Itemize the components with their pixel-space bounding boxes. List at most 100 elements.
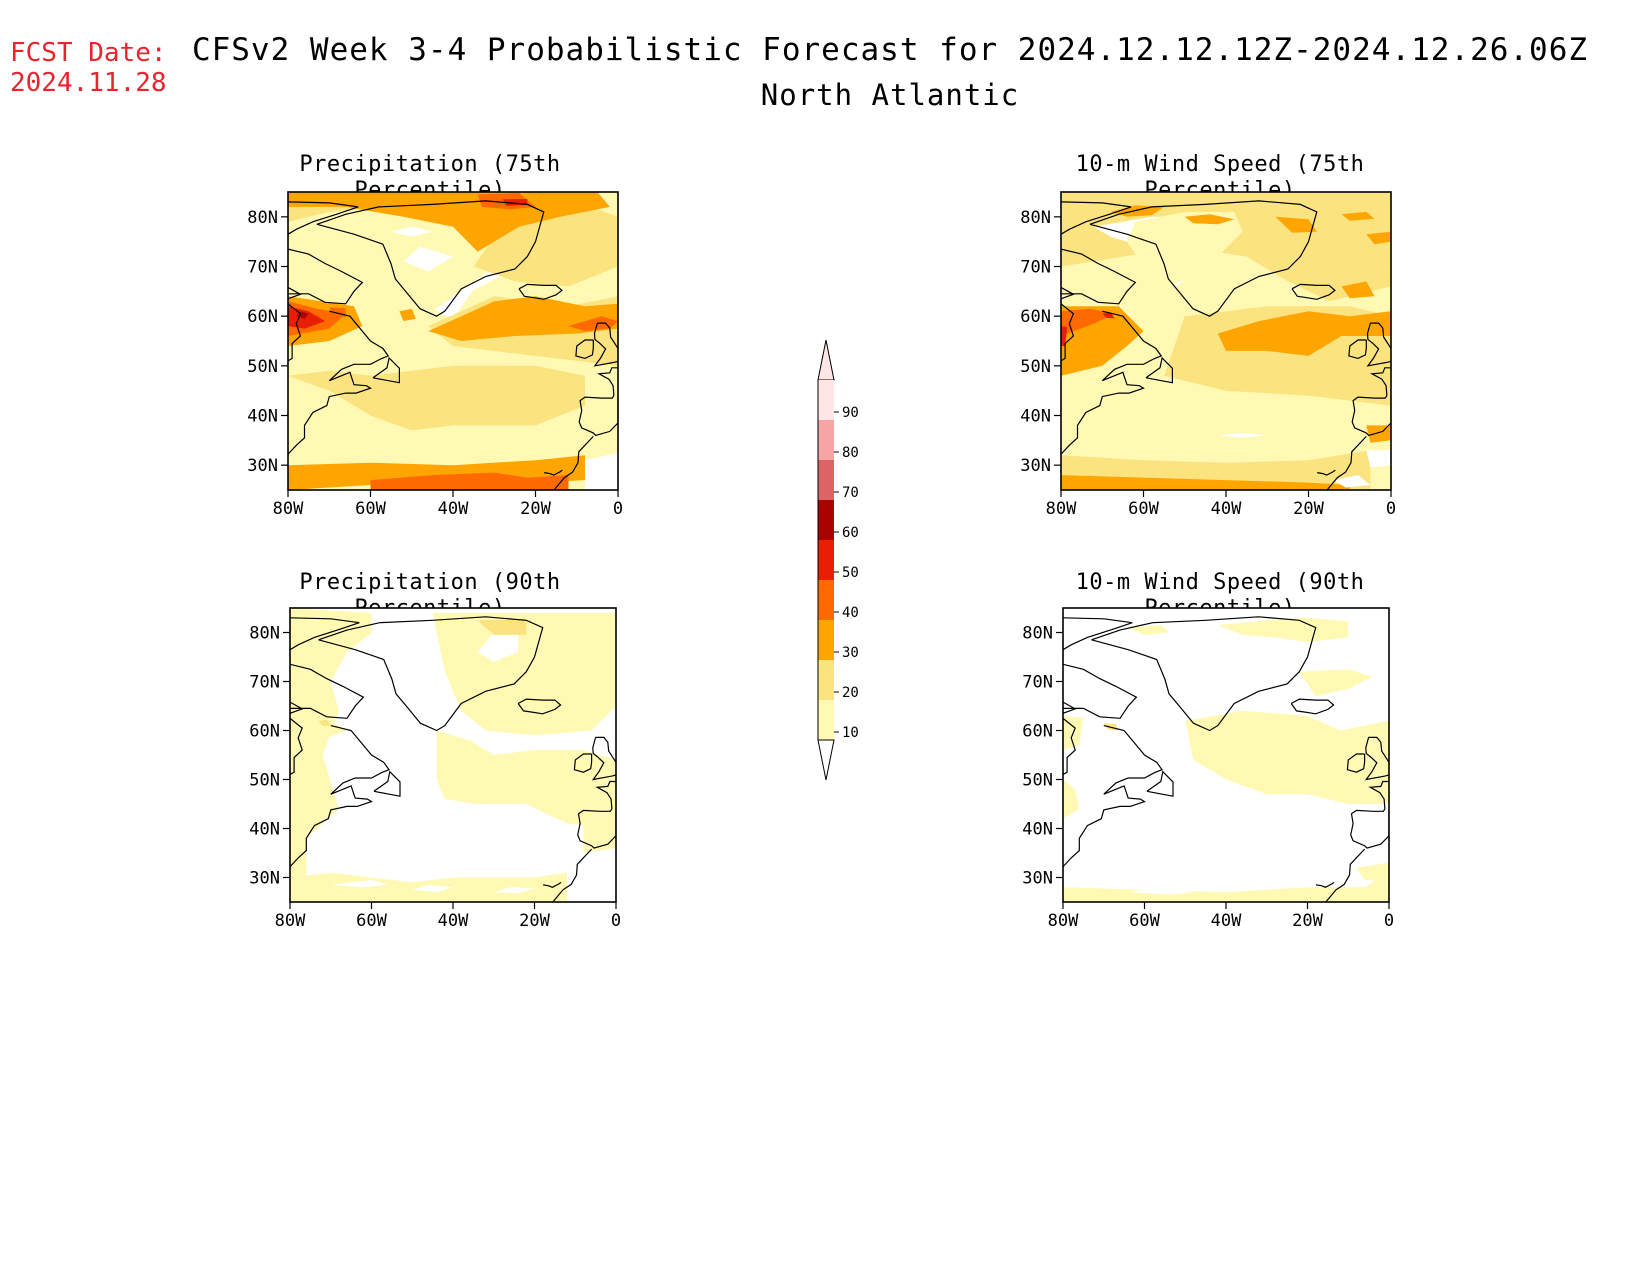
north-america-east-coastline: [1063, 725, 1163, 868]
lat-tick-label: 60N: [247, 307, 278, 327]
britain-coastline: [1366, 322, 1391, 367]
map-shading-layer: [290, 608, 616, 902]
iberia-coastline: [578, 395, 618, 437]
lat-tick-label: 80N: [1020, 208, 1051, 228]
southampton-island-coastline: [288, 286, 302, 300]
colorbar-tick-label: 20: [842, 685, 859, 701]
probability-contour-area: [1128, 625, 1169, 635]
probability-contour-area: [1128, 887, 1194, 895]
map-shading-layer: [1061, 192, 1391, 490]
lon-tick-label: 0: [613, 499, 623, 519]
greenland-coastline: [316, 200, 545, 317]
lat-tick-label: 40N: [249, 820, 280, 840]
lon-tick-label: 80W: [1046, 499, 1077, 519]
region-subtitle: North Atlantic: [760, 78, 1020, 112]
probability-contour-area: [412, 884, 453, 893]
probability-contour-area: [1217, 432, 1268, 438]
lon-tick-label: 80W: [273, 499, 304, 519]
lat-tick-label: 80N: [247, 208, 278, 228]
fcst-date-label: FCST Date:: [10, 38, 167, 68]
ellesmere-island-coastline: [1063, 617, 1133, 651]
iberia-coastline: [577, 808, 616, 849]
lat-tick-label: 60N: [249, 722, 280, 742]
iberia-coastline: [1351, 395, 1391, 437]
panel-title-precip-75: Precipitation (75th Percentile): [299, 152, 561, 203]
ireland-coastline: [575, 339, 594, 360]
britain-coastline: [591, 736, 616, 781]
probability-contour-area: [1110, 205, 1165, 217]
probability-contour-area: [1185, 710, 1389, 804]
probability-contour-area: [1143, 405, 1350, 443]
lat-tick-label: 50N: [247, 357, 278, 377]
lat-tick-label: 60N: [1020, 307, 1051, 327]
colorbar-segment: [818, 420, 834, 460]
france-coastline: [596, 367, 618, 396]
lat-tick-label: 70N: [249, 673, 280, 693]
southampton-island-coastline: [1061, 286, 1075, 300]
hudson-bay-coastline: [290, 717, 303, 776]
probability-contour-area: [568, 316, 618, 332]
baffin-island-coastline: [1061, 248, 1137, 305]
lat-tick-label: 80N: [1022, 624, 1053, 644]
lon-tick-label: 60W: [1128, 499, 1159, 519]
lon-tick-label: 40W: [1211, 911, 1242, 931]
colorbar-top-triangle: [817, 339, 835, 381]
colorbar-segment: [818, 660, 834, 700]
lat-tick-label: 30N: [1020, 456, 1051, 476]
probability-contour-area: [1275, 216, 1317, 233]
iceland-coastline: [518, 283, 563, 300]
probability-contour-area: [428, 296, 618, 341]
canary-islands-coastline: [1317, 469, 1336, 476]
lat-tick-label: 40N: [1022, 820, 1053, 840]
probability-contour-area: [583, 806, 616, 853]
map-panel-precip-90: 30N 40N 50N 60N 70N 80N 80W 60W 40W 20W 0: [249, 607, 621, 931]
north-africa-coastline: [1326, 435, 1367, 490]
lat-tick-label: 40N: [247, 407, 278, 427]
lat-tick-label: 50N: [249, 771, 280, 791]
iceland-coastline: [1290, 698, 1335, 715]
map-panel-wind-90: 30N 40N 50N 60N 70N 80N 80W 60W 40W 20W 0: [1022, 607, 1394, 931]
probability-contour-area: [411, 430, 536, 448]
probability-contour-area: [1366, 231, 1391, 245]
probability-contour-area: [1063, 872, 1389, 902]
probability-contour-area: [1299, 669, 1373, 697]
lon-tick-label: 20W: [1293, 499, 1324, 519]
hudson-bay-coastline: [1063, 717, 1076, 776]
greenland-coastline: [1089, 200, 1318, 317]
probability-contour-area: [391, 226, 433, 237]
probability-contour-area: [1356, 862, 1389, 883]
lon-tick-label: 80W: [1048, 911, 1079, 931]
probability-contour-area: [370, 472, 569, 490]
probability-contour-area: [403, 246, 453, 272]
probability-contour-area: [290, 608, 372, 883]
north-africa-coastline: [553, 435, 594, 490]
colorbar-segment: [818, 500, 834, 540]
ellesmere-island-coastline: [290, 617, 360, 651]
britain-coastline: [593, 322, 618, 367]
hudson-bay-coastline: [288, 303, 302, 362]
lat-tick-label: 30N: [247, 456, 278, 476]
probability-contour-area: [1061, 475, 1350, 490]
probability-contour-area: [1341, 211, 1375, 221]
colorbar-segment: [818, 380, 834, 420]
iberia-coastline: [1350, 808, 1389, 849]
lat-tick-label: 60N: [1022, 722, 1053, 742]
probability-contour-area: [1217, 617, 1349, 643]
probability-contour-area: [1366, 425, 1391, 443]
probability-contour-area: [477, 632, 519, 662]
lon-tick-label: 20W: [519, 911, 550, 931]
colorbar-tick-label: 70: [842, 485, 859, 501]
lat-tick-label: 70N: [247, 258, 278, 278]
north-africa-coastline: [1325, 848, 1366, 902]
lat-tick-label: 50N: [1022, 771, 1053, 791]
colorbar-tick-label: 60: [842, 525, 859, 541]
north-america-east-coastline: [290, 725, 390, 868]
colorbar-segment: [818, 580, 834, 620]
lat-tick-label: 50N: [1020, 357, 1051, 377]
lon-tick-label: 60W: [1129, 911, 1160, 931]
probability-contour-area: [1063, 779, 1080, 819]
colorbar-segment: [818, 620, 834, 660]
probability-contour-area: [1184, 214, 1235, 225]
probability-contour-area: [399, 308, 416, 322]
newfoundland-coastline: [1146, 770, 1174, 797]
